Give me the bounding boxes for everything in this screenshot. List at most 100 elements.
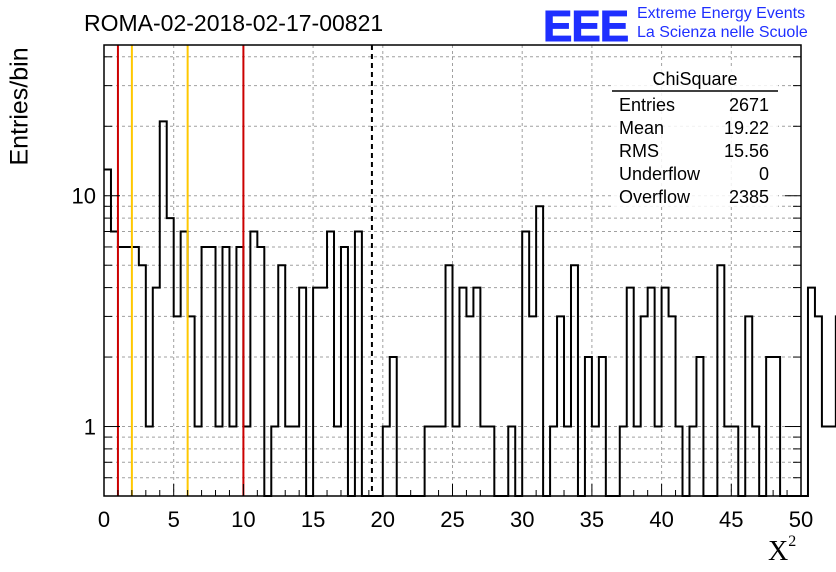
histogram-bin (167, 218, 174, 496)
histogram-bin (174, 316, 181, 496)
logo-line-2: La Scienza nelle Scuole (637, 24, 808, 41)
histogram-bin (439, 427, 446, 496)
histogram-bin (564, 427, 571, 496)
histogram-bin (222, 247, 229, 496)
histogram-bin (446, 265, 453, 496)
histogram-bin (202, 247, 209, 496)
stats-value: 2671 (729, 95, 769, 115)
histogram-bin (522, 231, 529, 496)
stats-label: RMS (619, 141, 659, 161)
histogram-bin (459, 288, 466, 496)
x-tick-label: 25 (440, 507, 464, 532)
x-tick-label: 5 (168, 507, 180, 532)
histogram-bin (432, 427, 439, 496)
histogram-bin (111, 231, 118, 496)
x-tick-label: 10 (231, 507, 255, 532)
histogram-bin (355, 231, 362, 496)
histogram-bin (662, 288, 669, 496)
histogram-bin (229, 427, 236, 496)
histogram-bin (383, 427, 390, 496)
marker-lines (116, 45, 373, 496)
histogram-bin (766, 357, 773, 496)
stats-label: Entries (619, 95, 675, 115)
histogram-bin (480, 427, 487, 496)
stats-box: ChiSquare Entries 2671 Mean 19.22 RMS 15.56 Und… (612, 67, 778, 207)
histogram-bin (453, 427, 460, 496)
histogram-bin (815, 316, 822, 496)
histogram-bin (808, 288, 815, 496)
histogram-bin (536, 206, 543, 496)
y-tick-label: 1 (84, 415, 96, 440)
histogram-bin (627, 288, 634, 496)
stats-value: 2385 (729, 187, 769, 207)
histogram-bin (599, 357, 606, 496)
x-axis-label: X2 (768, 532, 797, 568)
histogram-bin (299, 288, 306, 496)
chart-title: ROMA-02-2018-02-17-00821 (84, 10, 384, 36)
histogram-bin (571, 265, 578, 496)
stats-value: 19.22 (724, 118, 769, 138)
x-tick-label: 20 (371, 507, 395, 532)
histogram-bin (195, 427, 202, 496)
x-tick-label: 45 (719, 507, 743, 532)
histogram-bin (773, 357, 780, 496)
x-tick-label: 50 (789, 507, 813, 532)
y-axis-label: Entries/bin (5, 47, 34, 166)
histogram-bin (285, 427, 292, 496)
logo-line-1: Extreme Energy Events (637, 5, 806, 22)
histogram-bin (334, 427, 341, 496)
histogram-bin (648, 288, 655, 496)
histogram-bin (731, 427, 738, 496)
histogram-bin (473, 288, 480, 496)
histogram-bin (390, 357, 397, 496)
x-tick-label: 40 (649, 507, 673, 532)
histogram-bin (676, 427, 683, 496)
histogram-bin (508, 427, 515, 496)
x-tick-label: 0 (98, 507, 110, 532)
histogram-bin (466, 316, 473, 496)
histogram-bin (320, 288, 327, 496)
histogram-bin (271, 427, 278, 496)
histogram-bin (829, 427, 836, 496)
histogram-bin (487, 427, 494, 496)
histogram-bin (752, 427, 759, 496)
x-tick-label: 30 (510, 507, 534, 532)
x-tick-label: 15 (301, 507, 325, 532)
histogram-bin (634, 427, 641, 496)
histogram-bin (341, 247, 348, 496)
histogram-bin (557, 316, 564, 496)
histogram-bin (250, 231, 257, 496)
histogram-bin (257, 247, 264, 496)
histogram-bin (696, 357, 703, 496)
histogram-bin (724, 427, 731, 496)
stats-label: Overflow (619, 187, 691, 207)
histogram-bin (655, 427, 662, 496)
histogram-bin (209, 247, 216, 496)
stats-value: 15.56 (724, 141, 769, 161)
histogram-bin (313, 288, 320, 496)
stats-label: Underflow (619, 164, 701, 184)
eee-logo: EEE (542, 2, 629, 52)
histogram-bin (216, 427, 223, 496)
axis-ticks: 0 5 10 15 20 25 30 35 40 45 50 1 10 (72, 56, 813, 532)
histogram-bin (425, 427, 432, 496)
histogram-bin (641, 316, 648, 496)
histogram-bin (188, 316, 195, 496)
histogram-bin (669, 316, 676, 496)
histogram-bin (118, 247, 125, 496)
histogram-bin (822, 427, 829, 496)
histogram-bin (592, 427, 599, 496)
stats-title: ChiSquare (652, 69, 737, 89)
histogram-bin (125, 247, 132, 496)
histogram-bin (160, 121, 167, 496)
histogram-bin (292, 427, 299, 496)
histogram-bin (529, 316, 536, 496)
histogram-bin (278, 265, 285, 496)
histogram-bin (243, 427, 250, 496)
stats-value: 0 (759, 164, 769, 184)
histogram-bin (717, 265, 724, 496)
histogram-bin (327, 231, 334, 496)
x-axis-label-exponent: 2 (788, 532, 797, 550)
histogram-bin (550, 427, 557, 496)
